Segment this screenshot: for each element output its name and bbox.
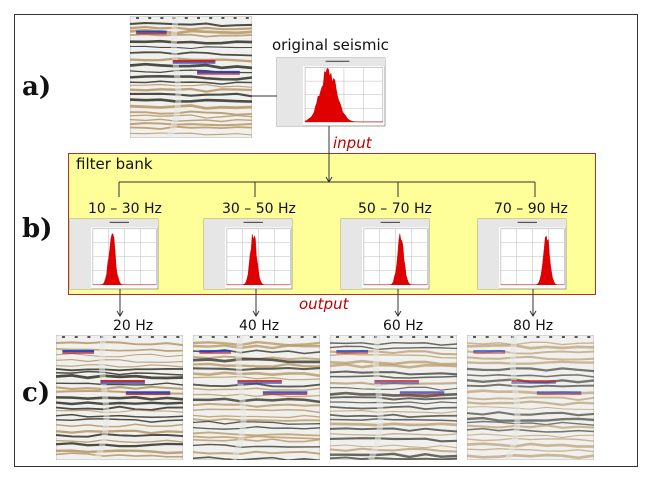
original-spectrum <box>276 57 386 127</box>
band-spectrum-4 <box>477 218 567 290</box>
output-label: output <box>299 295 349 313</box>
band-spectrum-2 <box>203 218 293 290</box>
output-arrow-head-4 <box>529 310 537 317</box>
output-label-20hz: 20 Hz <box>113 318 154 334</box>
filtered-seismic-40hz <box>193 335 320 460</box>
panel-label-a: a) <box>22 72 52 102</box>
panel-label-c: c) <box>22 378 51 408</box>
output-arrow-head-2 <box>252 310 260 317</box>
original-seismic-image <box>130 16 252 138</box>
band-label-3: 50 – 70 Hz <box>358 201 432 217</box>
band-label-1: 10 – 30 Hz <box>88 201 162 217</box>
band-spectrum-1 <box>69 218 159 290</box>
filtered-seismic-20hz <box>56 335 183 460</box>
output-label-60hz: 60 Hz <box>383 318 424 334</box>
input-label: input <box>333 134 372 152</box>
output-label-80hz: 80 Hz <box>513 318 554 334</box>
filter-bank-title: filter bank <box>76 155 153 173</box>
panel-label-b: b) <box>22 214 53 244</box>
original-seismic-title: original seismic <box>272 36 389 54</box>
band-label-4: 70 – 90 Hz <box>494 201 568 217</box>
band-spectrum-3 <box>340 218 430 290</box>
figure-frame <box>14 14 638 467</box>
output-arrow-head-1 <box>116 310 124 317</box>
band-label-2: 30 – 50 Hz <box>222 201 296 217</box>
output-label-40hz: 40 Hz <box>239 318 280 334</box>
filtered-seismic-80hz <box>467 335 594 460</box>
output-arrow-head-3 <box>394 310 402 317</box>
filtered-seismic-60hz <box>330 335 457 460</box>
